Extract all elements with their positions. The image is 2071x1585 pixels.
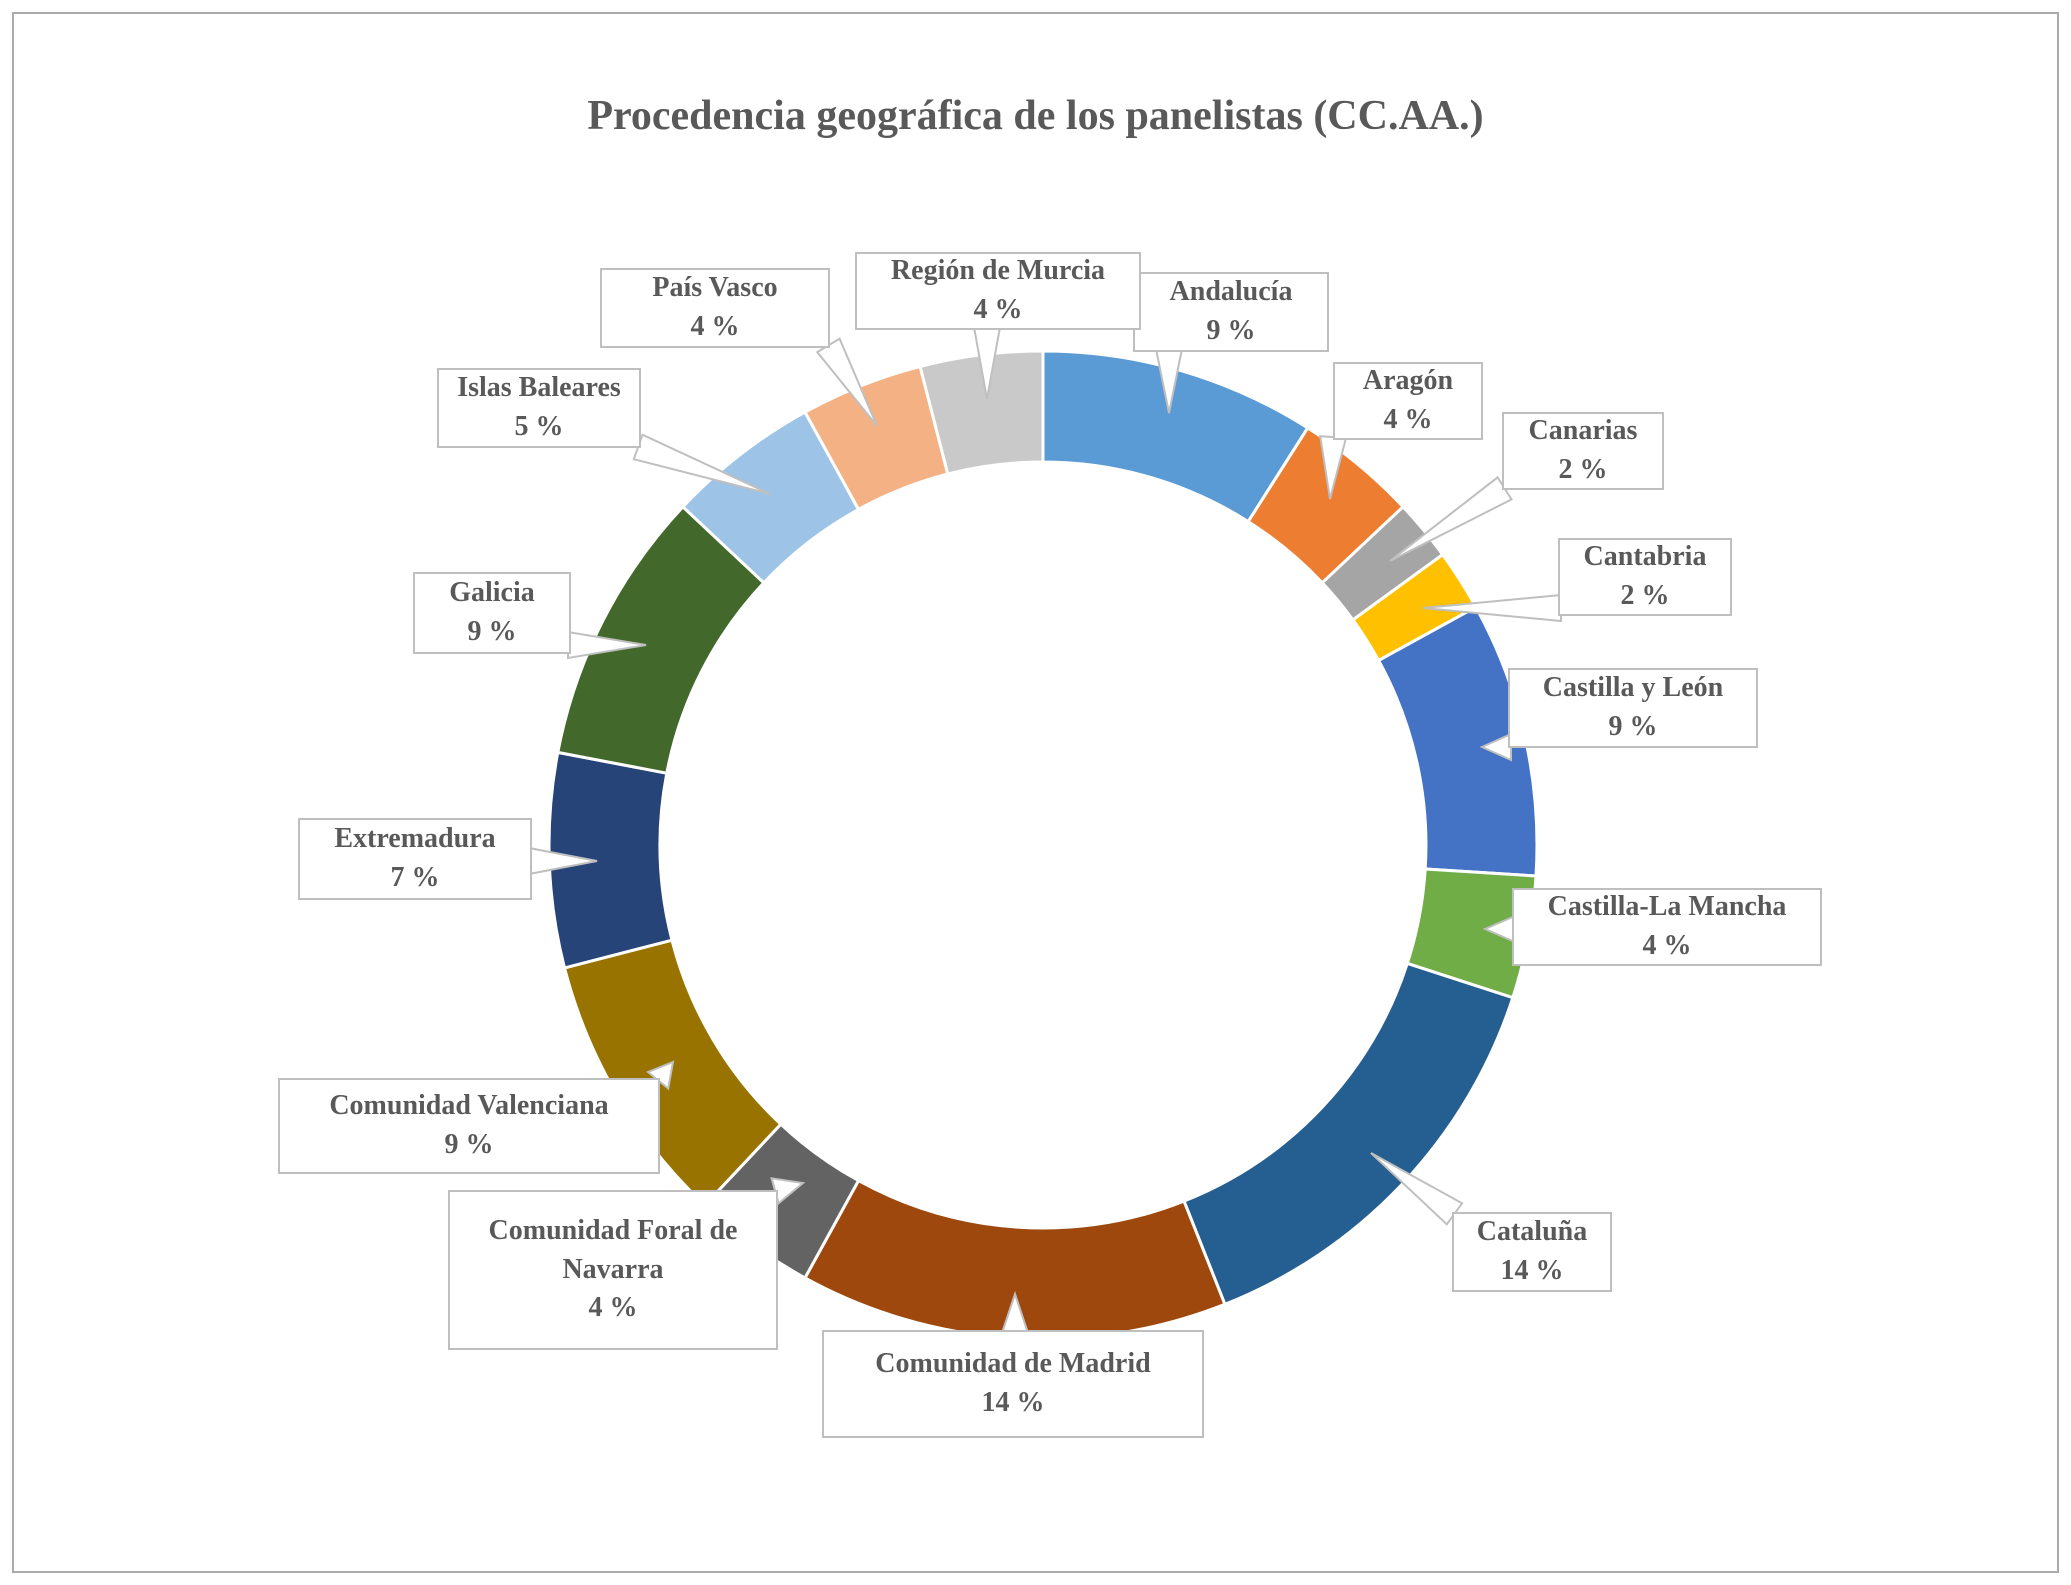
- label-text: Islas Baleares: [457, 372, 621, 404]
- label-text: Galicia: [449, 577, 535, 609]
- label-value: 14 %: [981, 1387, 1045, 1418]
- label-text: Cantabria: [1583, 541, 1707, 573]
- label-text: Comunidad de Madrid: [875, 1348, 1151, 1380]
- data-label-region-de-murcia[interactable]: Región de Murcia 4 %: [855, 252, 1141, 330]
- label-text: Aragón: [1362, 365, 1454, 397]
- label-text: Castilla-La Mancha: [1547, 891, 1787, 923]
- label-text: Región de Murcia: [890, 255, 1106, 287]
- label-text: Andalucía: [1169, 276, 1293, 308]
- slice-region-de-murcia[interactable]: [918, 349, 1045, 476]
- data-label-castilla-y-leon[interactable]: Castilla y León 9 %: [1508, 668, 1758, 748]
- label-value: 9 %: [467, 616, 517, 647]
- label-value: 4 %: [588, 1292, 638, 1324]
- data-label-extremadura[interactable]: Extremadura 7 %: [298, 818, 532, 900]
- label-text: Castilla y León: [1542, 672, 1724, 704]
- label-text: Cataluña: [1476, 1216, 1588, 1248]
- data-label-pais-vasco[interactable]: País Vasco 4 %: [600, 268, 830, 348]
- label-value: 9 %: [1206, 315, 1256, 346]
- label-value: 4 %: [1642, 930, 1692, 961]
- label-text: Comunidad Valenciana: [329, 1090, 609, 1122]
- label-value: 2 %: [1620, 580, 1670, 611]
- data-label-comunidad-de-madrid[interactable]: Comunidad de Madrid 14 %: [822, 1330, 1204, 1438]
- label-value: 14 %: [1500, 1255, 1564, 1286]
- data-label-islas-baleares[interactable]: Islas Baleares 5 %: [437, 368, 641, 448]
- data-label-galicia[interactable]: Galicia 9 %: [413, 572, 571, 654]
- chart-title: Procedencia geográfica de los panelistas…: [587, 93, 1484, 139]
- data-label-comunidad-valenciana[interactable]: Comunidad Valenciana 9 %: [278, 1078, 660, 1174]
- label-text: País Vasco: [652, 272, 778, 304]
- data-label-castilla-la-mancha[interactable]: Castilla-La Mancha 4 %: [1512, 888, 1822, 966]
- data-label-cantabria[interactable]: Cantabria 2 %: [1558, 538, 1732, 616]
- label-value: 4 %: [1383, 404, 1433, 435]
- label-value: 2 %: [1558, 454, 1608, 485]
- data-label-andalucia[interactable]: Andalucía 9 %: [1133, 272, 1329, 352]
- label-value: 7 %: [390, 862, 440, 893]
- data-label-cataluna[interactable]: Cataluña 14 %: [1452, 1212, 1612, 1292]
- data-label-aragon[interactable]: Aragón 4 %: [1333, 362, 1483, 440]
- label-text: Extremadura: [334, 823, 496, 855]
- label-value: 5 %: [514, 411, 564, 442]
- label-value: 9 %: [444, 1129, 494, 1160]
- label-value: 4 %: [973, 294, 1023, 325]
- label-text: Canarias: [1528, 415, 1638, 447]
- data-label-canarias[interactable]: Canarias 2 %: [1502, 412, 1664, 490]
- label-value: 4 %: [690, 311, 740, 342]
- label-value: 9 %: [1608, 711, 1658, 742]
- data-label-comunidad-foral-de-navarra[interactable]: Comunidad Foral de Navarra 4 %: [448, 1190, 778, 1350]
- label-text: Comunidad Foral de Navarra: [488, 1215, 738, 1285]
